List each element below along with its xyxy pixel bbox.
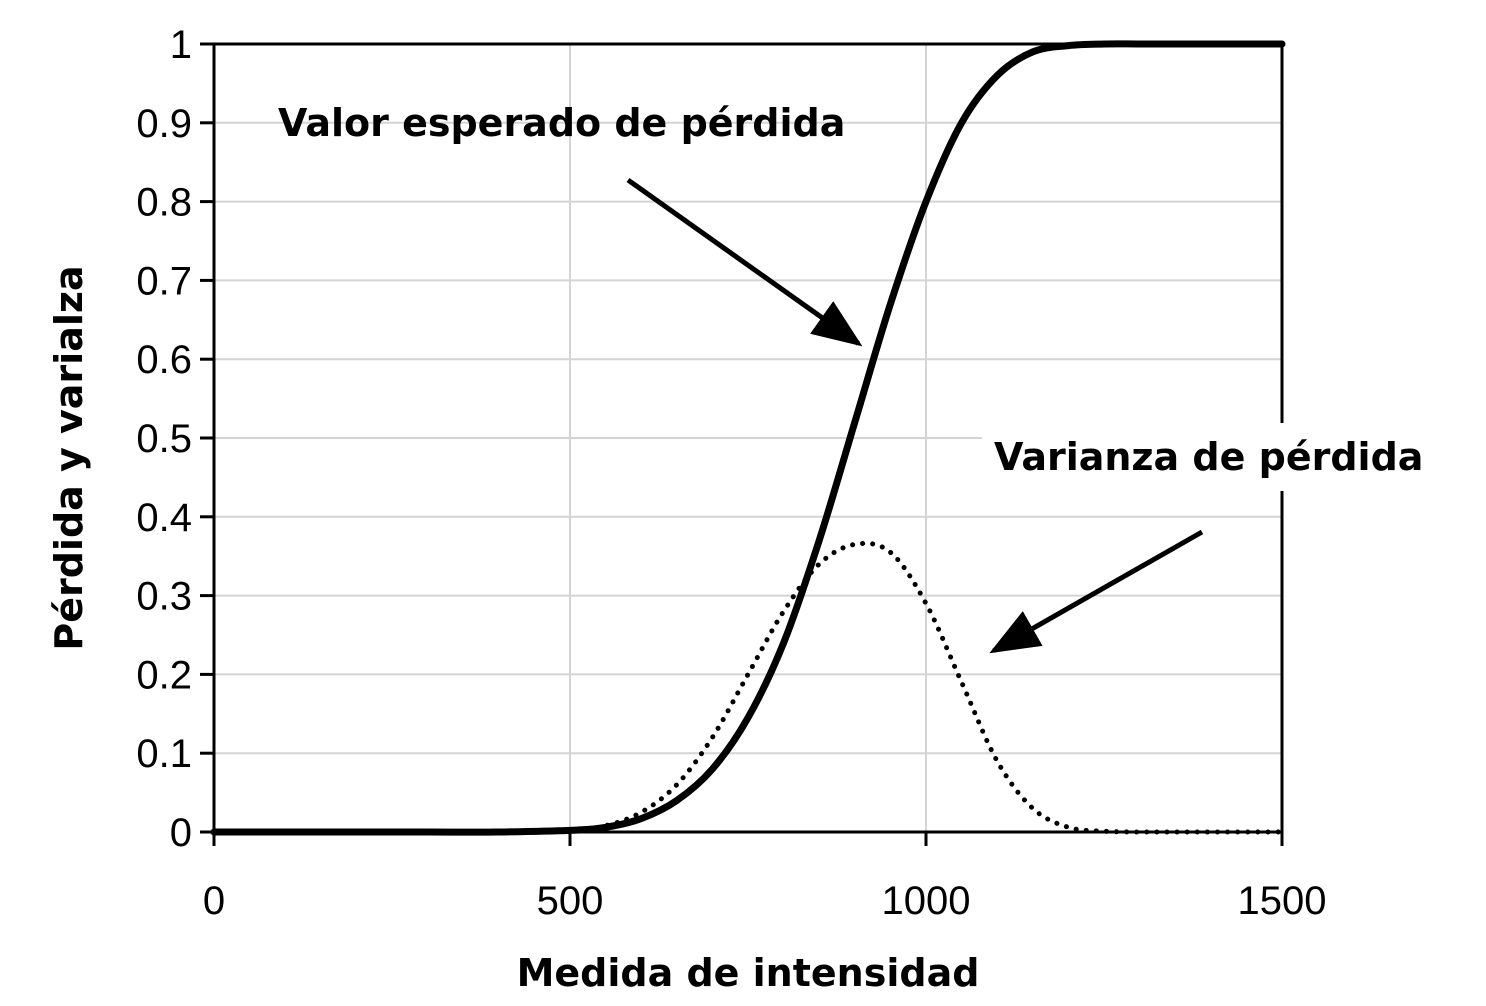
x-tick-label: 500 — [537, 879, 604, 923]
y-tick-label: 0.9 — [136, 102, 192, 146]
y-tick-label: 0.2 — [136, 653, 192, 697]
y-tick-label: 0 — [170, 811, 192, 855]
chart-series — [210, 40, 1286, 836]
annotation-label-background — [982, 423, 1436, 491]
x-tick-label: 1000 — [882, 879, 971, 923]
y-tick-label: 0.8 — [136, 181, 192, 225]
y-tick-label: 0.1 — [136, 732, 192, 776]
x-tick-label: 1500 — [1238, 879, 1327, 923]
x-tick-label: 0 — [203, 879, 225, 923]
expected-loss-line — [210, 40, 1286, 836]
annotation-label: Varianza de pérdida — [994, 435, 1423, 479]
variance-loss-line — [211, 540, 1285, 835]
chart-ticks: 0 0.1 0.2 0.3 0.4 0.5 0.6 0.7 0.8 0.9 1 0 500 1000 150… — [136, 23, 1326, 923]
annotation-arrow — [989, 529, 1204, 654]
y-tick-label: 1 — [170, 23, 192, 67]
chart-annotations: Valor esperado de pérdida Varianza de pér… — [278, 101, 1436, 654]
y-tick-label: 0.7 — [136, 259, 192, 303]
x-axis-title: Medida de intensidad — [517, 951, 980, 995]
annotation-label: Valor esperado de pérdida — [278, 101, 845, 145]
y-tick-label: 0.3 — [136, 575, 192, 619]
y-axis-title: Pérdida y varialza — [47, 265, 91, 650]
y-tick-label: 0.6 — [136, 338, 192, 382]
y-tick-label: 0.4 — [136, 496, 192, 540]
annotation-arrow — [626, 177, 863, 347]
y-tick-label: 0.5 — [136, 417, 192, 461]
